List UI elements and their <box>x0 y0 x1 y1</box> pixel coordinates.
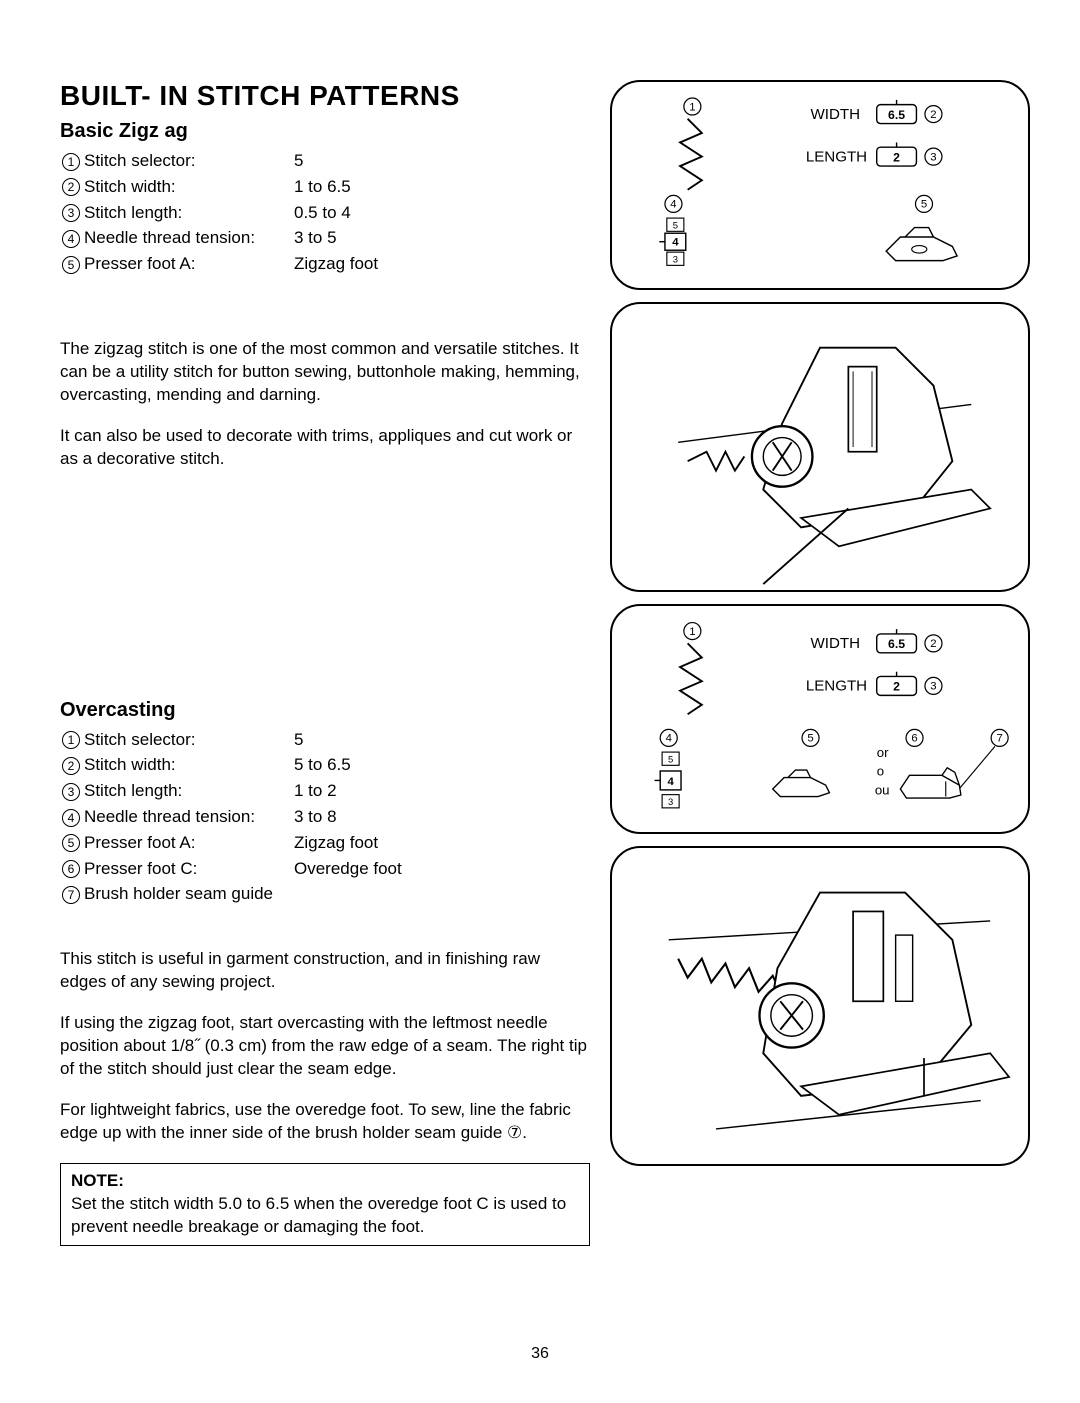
svg-text:o: o <box>877 764 884 779</box>
svg-text:7: 7 <box>996 733 1002 745</box>
setting-label: Presser foot C: <box>84 859 197 878</box>
setting-label: Needle thread tension: <box>84 228 255 247</box>
setting-row: 5Presser foot A: Zigzag foot <box>62 252 588 276</box>
setting-value: Overedge foot <box>294 857 588 881</box>
setting-row: 3Stitch length: 0.5 to 4 <box>62 201 588 225</box>
circled-number: 5 <box>62 256 80 274</box>
circled-number: 4 <box>62 809 80 827</box>
setting-label: Stitch selector: <box>84 151 196 170</box>
setting-value: 0.5 to 4 <box>294 201 588 225</box>
svg-text:5: 5 <box>668 754 673 765</box>
setting-value: 5 <box>294 149 588 173</box>
overcasting-settings: 1Stitch selector: 5 2Stitch width: 5 to 6.… <box>60 726 590 909</box>
page-number: 36 <box>531 1345 549 1363</box>
setting-label: Presser foot A: <box>84 833 196 852</box>
overcasting-title: Overcasting <box>60 699 590 722</box>
svg-text:3: 3 <box>930 151 936 163</box>
setting-row: 1Stitch selector: 5 <box>62 728 588 752</box>
diagram-zigzag-foot-closeup <box>610 302 1030 592</box>
circled-number: 6 <box>62 860 80 878</box>
setting-row: 2Stitch width: 5 to 6.5 <box>62 753 588 777</box>
zigzag-description-1: The zigzag stitch is one of the most com… <box>60 338 590 407</box>
setting-label: Stitch length: <box>84 203 182 222</box>
basic-zigzag-settings: 1Stitch selector: 5 2Stitch width: 1 to 6.… <box>60 147 590 278</box>
setting-label: Stitch width: <box>84 177 176 196</box>
svg-text:2: 2 <box>893 680 900 694</box>
svg-text:4: 4 <box>667 776 674 788</box>
svg-text:6.5: 6.5 <box>888 108 905 122</box>
setting-row: 1Stitch selector: 5 <box>62 149 588 173</box>
basic-zigzag-title: Basic Zigz ag <box>60 120 590 143</box>
svg-text:LENGTH: LENGTH <box>806 148 867 165</box>
svg-text:or: or <box>877 745 889 760</box>
setting-value: Zigzag foot <box>294 831 588 855</box>
setting-label: Presser foot A: <box>84 254 196 273</box>
svg-text:WIDTH: WIDTH <box>811 106 861 123</box>
note-title: NOTE: <box>71 1170 579 1193</box>
note-body: Set the stitch width 5.0 to 6.5 when the… <box>71 1193 579 1239</box>
diagram-overcasting-settings: 1 WIDTH 6.5 2 LENGTH 2 3 4 5 <box>610 604 1030 834</box>
setting-value: Zigzag foot <box>294 252 588 276</box>
setting-label: Stitch selector: <box>84 730 196 749</box>
svg-text:6: 6 <box>911 733 917 745</box>
setting-value: 1 to 6.5 <box>294 175 588 199</box>
circled-number: 2 <box>62 178 80 196</box>
overcasting-description-1: This stitch is useful in garment constru… <box>60 948 590 994</box>
svg-text:5: 5 <box>807 733 813 745</box>
svg-text:LENGTH: LENGTH <box>806 678 867 695</box>
circled-number: 1 <box>62 153 80 171</box>
diagram-overedge-foot-closeup <box>610 846 1030 1166</box>
svg-text:ou: ou <box>875 783 890 798</box>
setting-row: 4Needle thread tension: 3 to 5 <box>62 226 588 250</box>
svg-text:1: 1 <box>689 626 695 638</box>
setting-value: 1 to 2 <box>294 779 588 803</box>
svg-text:1: 1 <box>689 101 695 113</box>
setting-label: Stitch width: <box>84 755 176 774</box>
circled-number: 2 <box>62 757 80 775</box>
svg-text:4: 4 <box>666 733 672 745</box>
svg-text:3: 3 <box>673 255 678 266</box>
note-box: NOTE: Set the stitch width 5.0 to 6.5 wh… <box>60 1163 590 1246</box>
svg-text:3: 3 <box>930 681 936 693</box>
setting-label: Needle thread tension: <box>84 807 255 826</box>
svg-text:3: 3 <box>668 797 673 808</box>
setting-label: Stitch length: <box>84 781 182 800</box>
setting-row: 6Presser foot C: Overedge foot <box>62 857 588 881</box>
circled-number: 1 <box>62 731 80 749</box>
zigzag-description-2: It can also be used to decorate with tri… <box>60 425 590 471</box>
setting-value: 3 to 8 <box>294 805 588 829</box>
circled-number: 3 <box>62 204 80 222</box>
overcasting-description-2: If using the zigzag foot, start overcast… <box>60 1012 590 1081</box>
svg-text:5: 5 <box>921 199 927 211</box>
setting-value: 5 to 6.5 <box>294 753 588 777</box>
svg-text:6.5: 6.5 <box>888 637 905 651</box>
diagram-basic-zigzag-settings: 1 WIDTH 6.5 2 LENGTH 2 3 4 5 <box>610 80 1030 290</box>
circled-number: 5 <box>62 834 80 852</box>
svg-text:4: 4 <box>670 199 676 211</box>
setting-value <box>294 882 588 906</box>
main-title: BUILT- IN STITCH PATTERNS <box>60 80 590 112</box>
setting-value: 3 to 5 <box>294 226 588 250</box>
overcasting-description-3: For lightweight fabrics, use the overedg… <box>60 1099 590 1145</box>
setting-row: 7Brush holder seam guide <box>62 882 588 906</box>
setting-row: 3Stitch length: 1 to 2 <box>62 779 588 803</box>
circled-number: 7 <box>62 886 80 904</box>
circled-number: 3 <box>62 783 80 801</box>
svg-text:2: 2 <box>930 638 936 650</box>
setting-label: Brush holder seam guide <box>84 884 273 903</box>
circled-number: 4 <box>62 230 80 248</box>
svg-text:2: 2 <box>930 109 936 121</box>
setting-row: 4Needle thread tension: 3 to 8 <box>62 805 588 829</box>
svg-text:WIDTH: WIDTH <box>811 635 861 652</box>
svg-text:4: 4 <box>672 237 679 249</box>
setting-value: 5 <box>294 728 588 752</box>
svg-text:5: 5 <box>673 220 678 231</box>
setting-row: 5Presser foot A: Zigzag foot <box>62 831 588 855</box>
setting-row: 2Stitch width: 1 to 6.5 <box>62 175 588 199</box>
svg-text:2: 2 <box>893 150 900 164</box>
